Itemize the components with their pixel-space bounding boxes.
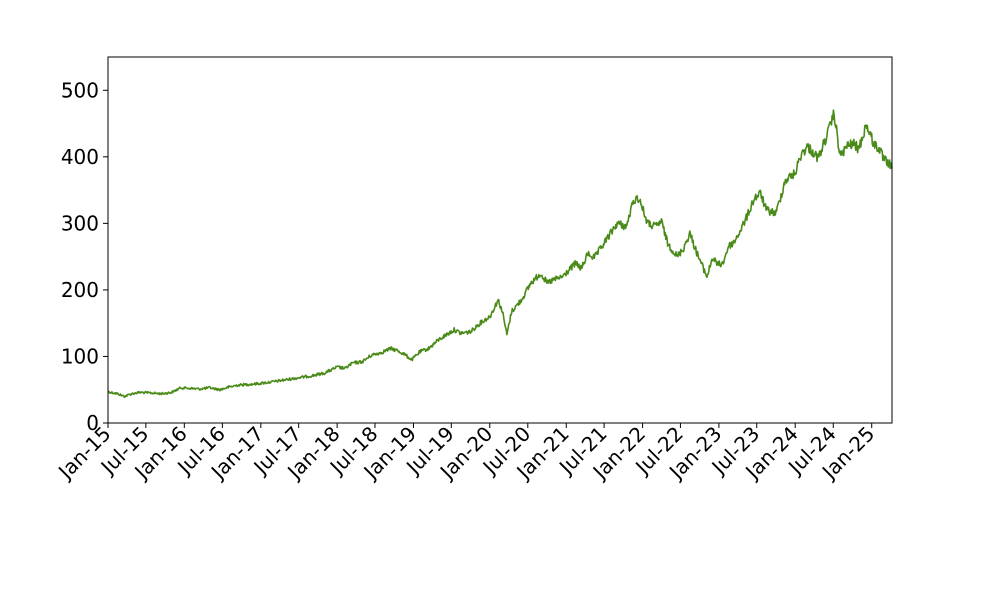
- plot-frame: [107, 56, 893, 424]
- y-tick-label: 400: [61, 145, 99, 169]
- y-tick-label: 300: [61, 211, 99, 235]
- y-tick-label: 200: [61, 278, 99, 302]
- series-group: [107, 109, 893, 399]
- y-tick-label: 0: [86, 411, 99, 435]
- y-axis: 0 100 200 300 400 500: [61, 78, 108, 435]
- y-tick-label: 500: [61, 78, 99, 102]
- x-axis: Jan-15Jul-15Jan-16Jul-16Jan-17Jul-17Jan-…: [52, 422, 879, 485]
- plot-area: [108, 57, 892, 423]
- y-tick-label: 100: [61, 344, 99, 368]
- series-line-0: [107, 109, 893, 399]
